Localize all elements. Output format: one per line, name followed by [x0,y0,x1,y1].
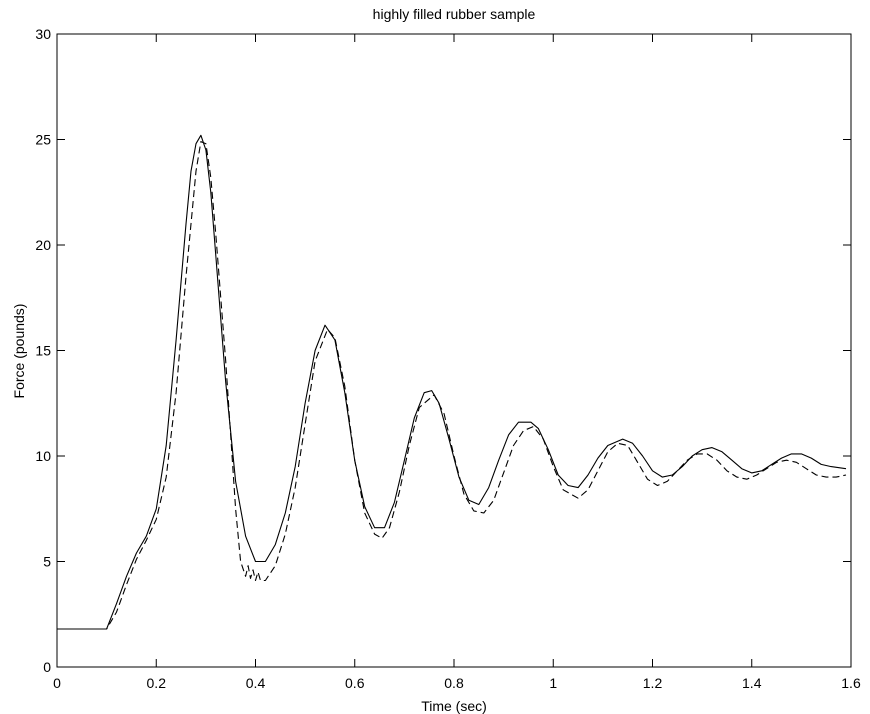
x-tick-label: 0.6 [345,675,365,691]
dashed-series-line [57,141,847,630]
x-tick-label: 1 [549,675,557,691]
x-tick-label: 0.2 [147,675,167,691]
x-tick-label: 1.4 [742,675,762,691]
y-tick-label: 0 [43,659,51,675]
plot-area-frame [56,33,852,668]
solid-series-line [57,134,847,630]
y-tick-label: 10 [35,448,51,464]
x-tick-label: 1.2 [643,675,663,691]
x-tick-label: 0.8 [444,675,464,691]
y-tick-label: 25 [35,132,51,148]
x-tick-label: 1.6 [841,675,861,691]
y-tick-label: 5 [43,554,51,570]
x-axis-label: Time (sec) [421,698,487,714]
x-tick-label: 0 [53,675,61,691]
y-axis-label: Force (pounds) [11,304,27,399]
y-tick-label: 20 [35,237,51,253]
plot-series [57,134,847,630]
axis-ticks: 0 0.2 0.4 0.6 0.8 1 1.2 1.4 1.6 0 5 10 15 20 25 30 [35,26,861,691]
y-tick-label: 30 [35,26,51,42]
x-tick-label: 0.4 [246,675,266,691]
chart-title: highly filled rubber sample [373,6,536,22]
y-tick-label: 15 [35,343,51,359]
